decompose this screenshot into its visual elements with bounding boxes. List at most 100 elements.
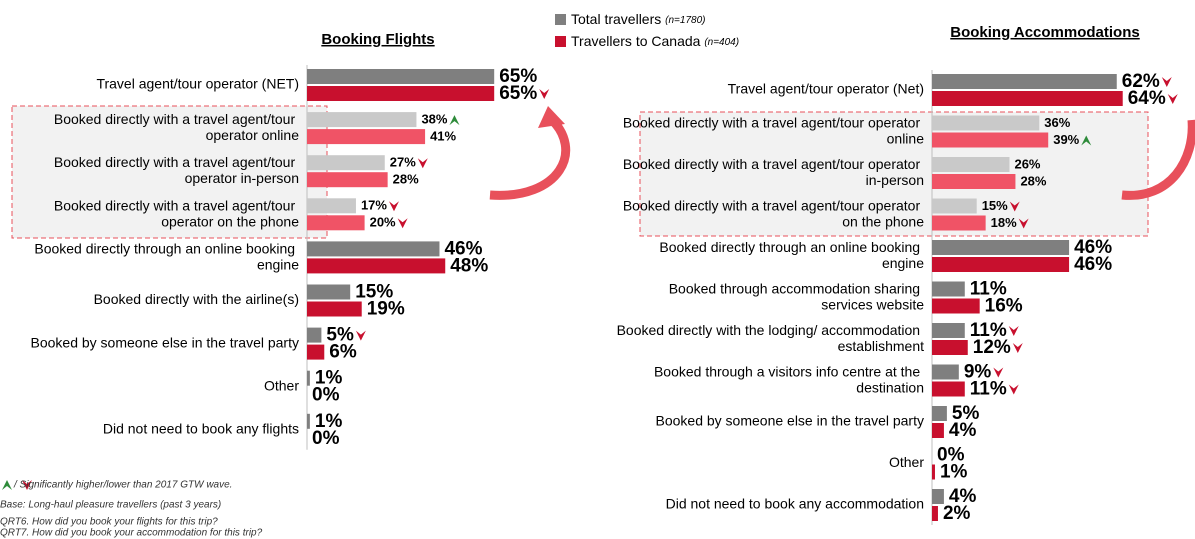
chart-title: Booking Accommodations (950, 24, 1139, 41)
bar (932, 506, 938, 521)
value-label: 46% (1074, 237, 1112, 258)
value-label: 1% (940, 462, 968, 483)
bar (307, 155, 385, 171)
value-label: 48% (450, 255, 488, 276)
category-label: Booked through a visitors info centre at… (654, 363, 924, 395)
sig-lower (993, 367, 1004, 378)
category-label: Booked directly through an online bookin… (34, 240, 299, 272)
sig-lower (1008, 326, 1019, 336)
value-label: 62% (1122, 71, 1160, 92)
bar (932, 240, 1070, 255)
curved-arrow (489, 114, 571, 200)
value-label: 4% (949, 486, 977, 507)
sig-lower (388, 201, 399, 212)
value-label: 5% (326, 325, 354, 346)
bar (932, 406, 947, 421)
footnote: / Significantly higher/lower than 2017 G… (13, 480, 232, 491)
bar (307, 112, 417, 128)
sig-lower (1012, 343, 1023, 353)
sig-lower (417, 158, 428, 169)
bar (932, 364, 959, 380)
bar (932, 340, 968, 355)
category-label: Other (264, 377, 299, 393)
category-label: Booked directly with a travel agent/tour… (623, 114, 924, 146)
value-label: 11% (970, 320, 1007, 341)
value-label: 11% (970, 379, 1007, 400)
bar (932, 298, 980, 314)
category-label: Booked directly through an online bookin… (659, 239, 924, 271)
bar (307, 327, 322, 343)
bar (932, 281, 965, 297)
legend-note: (n=1780) (665, 15, 705, 26)
curved-arrow (1121, 119, 1195, 200)
category-label: Booked directly with the lodging/ accomm… (617, 322, 925, 354)
value-label: 1% (315, 411, 343, 432)
value-label: 12% (973, 337, 1011, 358)
bar (932, 257, 1070, 272)
bar (932, 115, 1040, 131)
bar (932, 132, 1049, 148)
highlight-box (639, 111, 1149, 237)
bar (932, 323, 965, 338)
value-label: 39% (1053, 132, 1079, 147)
value-label: 9% (964, 362, 992, 383)
sig-higher (449, 115, 460, 126)
sig-lower (355, 330, 366, 341)
legend-label: Travellers to Canada (n=404) (571, 33, 739, 49)
bar (307, 301, 362, 317)
category-label: Booked by someone else in the travel par… (31, 334, 300, 350)
value-label: 36% (1044, 115, 1070, 130)
value-label: 46% (444, 238, 482, 259)
category-label: Booked directly with a travel agent/tour… (54, 154, 299, 186)
bar (932, 91, 1123, 106)
bar (932, 74, 1117, 89)
bar (307, 258, 446, 274)
value-label: 64% (1128, 88, 1166, 109)
bar (307, 284, 351, 300)
category-label: Booked by someone else in the travel par… (656, 413, 925, 429)
category-label: Booked directly with a travel agent/tour… (54, 197, 299, 229)
bar (932, 381, 965, 397)
bar (307, 370, 310, 386)
bar (307, 344, 325, 360)
value-label: 5% (952, 403, 980, 424)
value-label: 0% (937, 445, 965, 466)
value-label: 28% (1020, 173, 1046, 188)
value-label: 27% (390, 155, 416, 170)
bar (307, 215, 365, 231)
value-label: 0% (312, 385, 340, 406)
chart-title: Booking Flights (321, 31, 434, 48)
value-label: 0% (312, 428, 340, 449)
legend-name: Travellers to Canada (571, 33, 701, 49)
legend-swatch (555, 36, 566, 47)
category-label: Booked directly with a travel agent/tour… (623, 156, 924, 188)
legend-swatch (555, 14, 566, 25)
value-label: 65% (499, 66, 537, 87)
category-label: Travel agent/tour operator (NET) (96, 76, 299, 92)
sig-legend (2, 480, 32, 490)
sig-lower (397, 218, 408, 229)
bar (932, 157, 1010, 172)
highlight-box (11, 105, 328, 239)
value-label: 46% (1074, 254, 1112, 275)
bar (932, 198, 977, 214)
value-label: 16% (985, 296, 1023, 317)
value-label: 15% (355, 282, 393, 303)
legend-name: Total travellers (571, 11, 661, 27)
sig-higher (1081, 135, 1092, 146)
arrow-head (538, 106, 565, 128)
value-label: 17% (361, 198, 387, 213)
value-label: 18% (991, 215, 1017, 230)
value-label: 11% (970, 279, 1007, 300)
bar (307, 172, 388, 188)
sig-lower (1009, 201, 1020, 212)
bar (932, 489, 944, 504)
value-label: 19% (367, 299, 405, 320)
sig-lower (1167, 94, 1178, 104)
sig-lower (1008, 384, 1019, 395)
sig-lower (1018, 218, 1029, 229)
bar (307, 69, 495, 84)
value-label: 65% (499, 83, 537, 104)
bar (932, 423, 944, 438)
